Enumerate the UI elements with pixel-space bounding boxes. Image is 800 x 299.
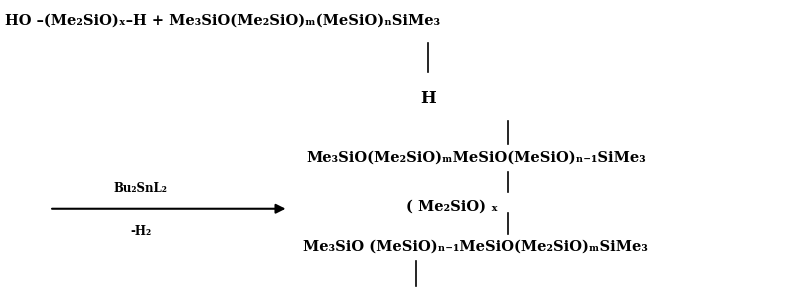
Text: ( Me₂SiO) ₓ: ( Me₂SiO) ₓ (406, 200, 498, 214)
Text: Me₃SiO(Me₂SiO)ₘMeSiO(MeSiO)ₙ₋₁SiMe₃: Me₃SiO(Me₂SiO)ₘMeSiO(MeSiO)ₙ₋₁SiMe₃ (306, 151, 646, 165)
Text: HO –(Me₂SiO)ₓ–H + Me₃SiO(Me₂SiO)ₘ(MeSiO)ₙSiMe₃: HO –(Me₂SiO)ₓ–H + Me₃SiO(Me₂SiO)ₘ(MeSiO)… (6, 13, 441, 27)
Text: Me₃SiO (MeSiO)ₙ₋₁MeSiO(Me₂SiO)ₘSiMe₃: Me₃SiO (MeSiO)ₙ₋₁MeSiO(Me₂SiO)ₘSiMe₃ (303, 240, 648, 254)
Text: -H₂: -H₂ (130, 225, 151, 238)
Text: H: H (420, 90, 436, 107)
Text: Bu₂SnL₂: Bu₂SnL₂ (114, 182, 168, 196)
